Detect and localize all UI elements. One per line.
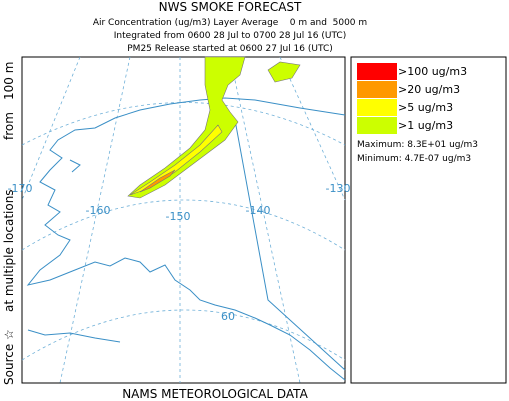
map-label: -140 xyxy=(246,204,271,217)
subtitle: PM25 Release started at 0600 27 Jul 16 (… xyxy=(127,44,332,54)
legend-swatch xyxy=(357,81,397,98)
map-label: 60 xyxy=(221,310,235,323)
map-label: -130 xyxy=(326,182,351,195)
map-frame xyxy=(21,56,346,384)
plume xyxy=(127,56,301,199)
height-label: 100 m xyxy=(2,62,16,100)
minimum: Minimum: 4.7E-07 ug/m3 xyxy=(357,154,471,164)
maximum: Maximum: 8.3E+01 ug/m3 xyxy=(357,140,478,150)
map-label: -170 xyxy=(8,182,33,195)
map-label: -150 xyxy=(166,210,191,223)
legend-label: >5 ug/m3 xyxy=(398,101,453,114)
footer: NAMS METEOROLOGICAL DATA xyxy=(122,387,308,401)
locations-label: at multiple locations xyxy=(2,189,16,312)
legend-label: >100 ug/m3 xyxy=(398,65,467,78)
subtitle: Air Concentration (ug/m3) Layer Average … xyxy=(93,18,367,28)
side-label: Source ☆ at multiple locations from 100 … xyxy=(2,62,16,385)
subtitle: Integrated from 0600 28 Jul to 0700 28 J… xyxy=(114,31,346,41)
legend-swatch xyxy=(357,99,397,116)
map-border xyxy=(21,56,346,384)
legend-swatch xyxy=(357,117,397,134)
graticule xyxy=(21,56,346,384)
border xyxy=(234,119,346,371)
source-label: Source ☆ xyxy=(2,329,16,385)
coastline xyxy=(26,97,346,381)
legend-label: >1 ug/m3 xyxy=(398,119,453,132)
legend-label: >20 ug/m3 xyxy=(398,83,460,96)
map-label: -160 xyxy=(86,204,111,217)
from-label: from xyxy=(2,112,16,140)
title: NWS SMOKE FORECAST xyxy=(159,0,302,14)
legend-swatch xyxy=(357,63,397,80)
